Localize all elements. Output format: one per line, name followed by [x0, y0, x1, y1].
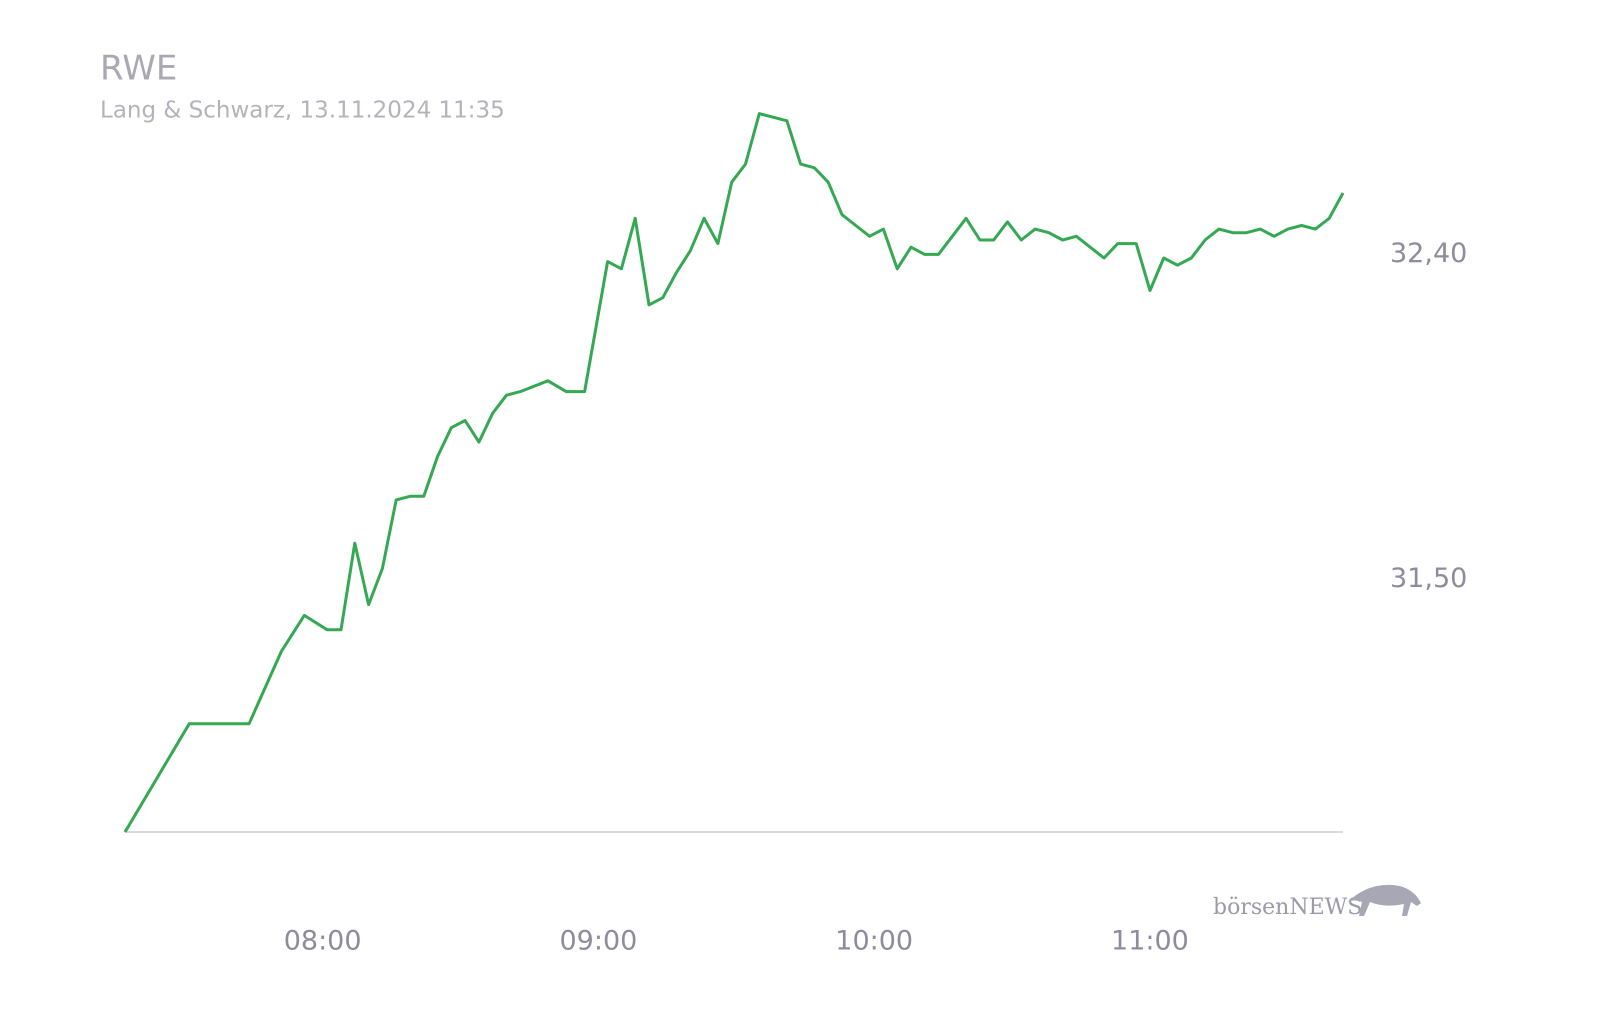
price-line	[123, 112, 1345, 833]
y-tick-label: 32,40	[1390, 238, 1467, 269]
x-tick-label: 11:00	[1111, 926, 1189, 957]
x-tick-label: 08:00	[284, 926, 362, 957]
y-tick-label: 31,50	[1390, 563, 1467, 594]
x-tick-label: 09:00	[560, 926, 638, 957]
chart-subtitle: Lang & Schwarz, 13.11.2024 11:35	[100, 98, 505, 124]
x-tick-label: 10:00	[835, 926, 913, 957]
watermark: börsenNEWS	[1213, 895, 1362, 920]
watermark-bull	[1345, 884, 1421, 916]
chart-title: RWE	[100, 49, 177, 89]
